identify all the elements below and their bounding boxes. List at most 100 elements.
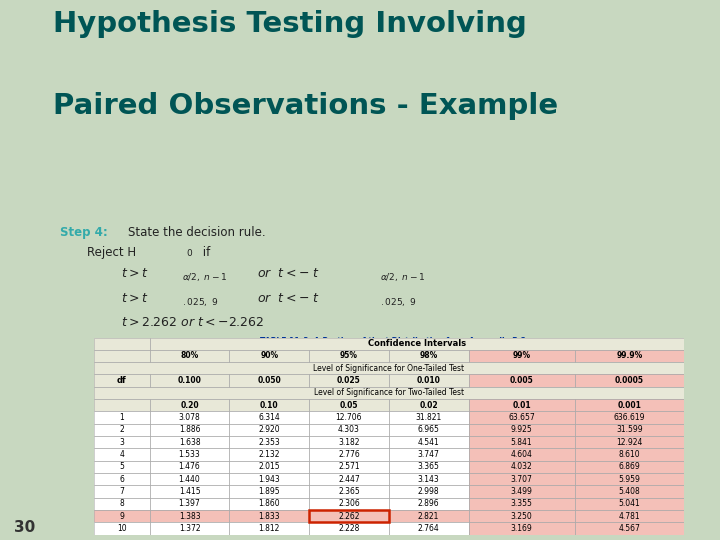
Bar: [150, 473, 230, 485]
Bar: [150, 498, 230, 510]
Bar: [469, 424, 575, 436]
Bar: [389, 424, 469, 436]
Text: 10: 10: [117, 524, 127, 533]
Bar: [469, 448, 575, 461]
Bar: [309, 350, 389, 362]
Bar: [389, 399, 469, 411]
Bar: [230, 424, 309, 436]
Bar: [389, 485, 469, 498]
Bar: [309, 436, 389, 448]
Text: 1.860: 1.860: [258, 500, 280, 508]
Bar: [94, 522, 150, 535]
Text: 31.599: 31.599: [616, 426, 643, 434]
Text: 5.408: 5.408: [618, 487, 640, 496]
Bar: [469, 461, 575, 473]
Text: $or\ \ t < -\ t$: $or\ \ t < -\ t$: [257, 292, 320, 305]
Bar: [150, 374, 230, 387]
Bar: [575, 510, 684, 522]
Bar: [150, 411, 230, 424]
Text: 3.707: 3.707: [510, 475, 533, 484]
Bar: [575, 411, 684, 424]
Bar: [150, 436, 230, 448]
Bar: [309, 510, 389, 522]
Bar: [469, 374, 575, 387]
Text: 1.895: 1.895: [258, 487, 280, 496]
Bar: [230, 473, 309, 485]
Bar: [575, 498, 684, 510]
Text: Hypothesis Testing Involving: Hypothesis Testing Involving: [53, 10, 527, 38]
Bar: [309, 461, 389, 473]
Bar: [309, 436, 389, 448]
Bar: [94, 399, 150, 411]
Bar: [150, 350, 230, 362]
Bar: [230, 436, 309, 448]
Bar: [150, 399, 230, 411]
Text: 1.886: 1.886: [179, 426, 200, 434]
Bar: [150, 424, 230, 436]
Bar: [94, 350, 150, 362]
Bar: [389, 485, 469, 498]
Text: 9: 9: [120, 511, 124, 521]
Text: 0.100: 0.100: [178, 376, 202, 385]
Text: 2.262: 2.262: [338, 511, 360, 521]
Bar: [469, 485, 575, 498]
Bar: [575, 350, 684, 362]
Bar: [309, 374, 389, 387]
Bar: [150, 424, 230, 436]
Text: 0.10: 0.10: [260, 401, 279, 410]
Bar: [575, 436, 684, 448]
Text: 4.567: 4.567: [618, 524, 640, 533]
Text: 0.001: 0.001: [618, 401, 642, 410]
Bar: [469, 436, 575, 448]
Bar: [575, 436, 684, 448]
Bar: [575, 399, 684, 411]
Text: 5.841: 5.841: [510, 438, 533, 447]
Bar: [94, 448, 150, 461]
Bar: [94, 411, 150, 424]
Text: $t > t$: $t > t$: [121, 267, 149, 280]
Bar: [94, 473, 150, 485]
Bar: [94, 436, 150, 448]
Bar: [309, 522, 389, 535]
Text: 2.776: 2.776: [338, 450, 360, 459]
Bar: [469, 374, 575, 387]
Bar: [309, 411, 389, 424]
Bar: [309, 510, 389, 522]
Text: 3.499: 3.499: [510, 487, 533, 496]
Bar: [309, 399, 389, 411]
Text: 636.619: 636.619: [613, 413, 645, 422]
Text: TABLE 11–2  A Portion of the t Distribution from Appendix B.2: TABLE 11–2 A Portion of the t Distributi…: [261, 338, 526, 347]
Bar: [94, 498, 150, 510]
Text: 4: 4: [120, 450, 124, 459]
Text: 6.869: 6.869: [618, 462, 640, 471]
Bar: [575, 411, 684, 424]
Text: 63.657: 63.657: [508, 413, 535, 422]
Text: 12.924: 12.924: [616, 438, 642, 447]
Bar: [94, 510, 150, 522]
Bar: [469, 485, 575, 498]
Text: 99%: 99%: [513, 352, 531, 361]
Bar: [575, 485, 684, 498]
Bar: [575, 510, 684, 522]
Bar: [94, 485, 150, 498]
Text: 1.943: 1.943: [258, 475, 280, 484]
Text: 4.781: 4.781: [618, 511, 640, 521]
Text: 6: 6: [120, 475, 124, 484]
Bar: [230, 485, 309, 498]
Bar: [150, 473, 230, 485]
Bar: [150, 522, 230, 535]
Text: 2.896: 2.896: [418, 500, 439, 508]
Text: $t > t$: $t > t$: [121, 292, 149, 305]
Bar: [94, 338, 150, 350]
Text: 2.447: 2.447: [338, 475, 360, 484]
Bar: [575, 461, 684, 473]
Text: Confidence Intervals: Confidence Intervals: [368, 339, 466, 348]
Bar: [150, 338, 684, 350]
Bar: [469, 473, 575, 485]
Text: 3: 3: [120, 438, 124, 447]
Bar: [575, 399, 684, 411]
Text: 2.132: 2.132: [258, 450, 280, 459]
Text: 5.041: 5.041: [618, 500, 640, 508]
Bar: [389, 522, 469, 535]
Bar: [150, 399, 230, 411]
